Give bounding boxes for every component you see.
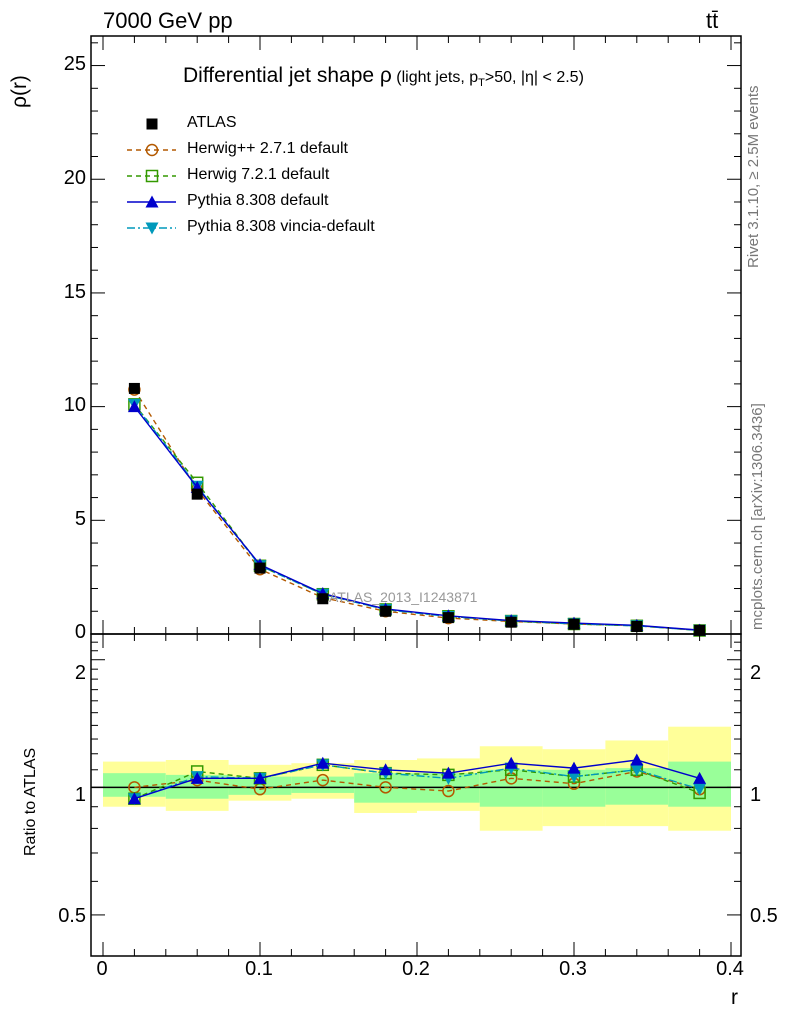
ratio-data-point [316,773,330,787]
ratio-series-line [134,759,700,800]
main-ytick-label: 10 [63,394,86,416]
ratio-band-inner [228,776,292,795]
ratio-data-point [504,756,518,769]
main-data-point [317,593,329,605]
ratio-series-line [134,764,700,800]
ratio-data-point [567,771,581,784]
legend-marker [145,195,159,208]
ratio-ytick-label: 2 [74,662,86,684]
ratio-band-inner [103,773,166,797]
ratio-band-inner [291,776,355,793]
main-ytick-label: 20 [63,167,86,189]
ratio-series-line [134,764,700,800]
ratio-ytick-label-right: 1 [750,784,762,806]
legend-label-pythia: Pythia 8.308 default [187,192,329,209]
xtick-label: 0.2 [402,958,430,980]
rivet-version-label: Rivet 3.1.10, ≥ 2.5M events [745,85,762,269]
ratio-data-point [441,766,455,779]
main-title-text: Differential jet shape ρ [183,64,392,87]
ratio-ytick-label: 1 [74,784,86,806]
legend-entry-4 [127,222,176,235]
axes [90,35,742,957]
main-data-point [631,620,643,632]
ratio-data-point [567,761,581,774]
main-title-sub-rest: >50, |η| < 2.5) [484,69,584,86]
ratio-data-point [442,784,455,798]
main-ytick-label: 5 [74,508,86,530]
ratio-data-point [127,792,141,805]
main-data-point [127,400,141,413]
xtick-label: 0.4 [716,958,744,980]
legend-entry-3 [127,195,176,208]
ratio-panel-frame [90,633,742,957]
main-data-point [442,612,454,624]
main-data-point [191,488,203,500]
ratio-panel-series [127,753,707,806]
legend-label-atlas: ATLAS [187,114,237,131]
main-y-axis-label: ρ(r) [8,75,31,108]
ratio-data-point [630,764,644,777]
main-data-point [254,562,266,574]
main-series-line [133,406,700,631]
legend-marker [146,118,158,130]
legend-entry-1 [127,143,176,157]
ratio-data-point [379,781,392,794]
energy-label: 7000 GeV pp [103,8,233,33]
process-label: tt̄ [706,8,719,33]
legend-marker [145,143,159,157]
x-axis-label: r [731,986,738,1009]
ratio-ytick-label-right: 0.5 [750,905,778,927]
legend-label-herwigpp: Herwig++ 2.7.1 default [187,140,348,157]
legend-entry-2 [127,169,176,183]
legend [127,118,176,235]
main-ytick-label: 25 [63,53,86,75]
main-data-point [380,605,392,617]
legend-label-herwig7: Herwig 7.2.1 default [187,166,330,183]
ratio-data-point [693,783,707,796]
main-data-point [505,616,517,628]
ratio-ytick-label: 0.5 [58,905,86,927]
xtick-label: 0.1 [245,958,273,980]
main-title: Differential jet shape ρ (light jets, pT… [183,64,584,89]
ratio-ytick-label-right: 2 [750,662,762,684]
main-ytick-label: 15 [63,281,86,303]
watermark: ATLAS_2013_I1243871 [329,589,478,605]
ratio-data-point [379,763,393,776]
ratio-y-axis-label: Ratio to ATLAS [22,747,39,856]
ratio-data-point [316,756,330,769]
legend-marker [145,169,159,183]
ratio-data-point [253,771,267,784]
ratio-series-2 [127,753,707,805]
main-data-point [128,382,140,394]
mcplots-label: mcplots.cern.ch [arXiv:1306.3436] [749,403,766,630]
main-title-sub-T: T [478,77,485,90]
ratio-data-point [630,753,644,766]
main-panel-series [127,382,707,637]
ratio-series-line [134,770,700,792]
ratio-data-point [693,771,707,784]
legend-label-pythia-vincia: Pythia 8.308 vincia-default [187,218,375,235]
legend-marker [145,222,159,235]
ratio-data-point [190,771,204,784]
main-title-sub: (light jets, p [396,69,479,86]
legend-entry-0 [146,118,158,130]
main-ytick-label: 0 [74,621,86,643]
xtick-label: 0.3 [559,958,587,980]
xtick-label: 0 [96,958,108,980]
